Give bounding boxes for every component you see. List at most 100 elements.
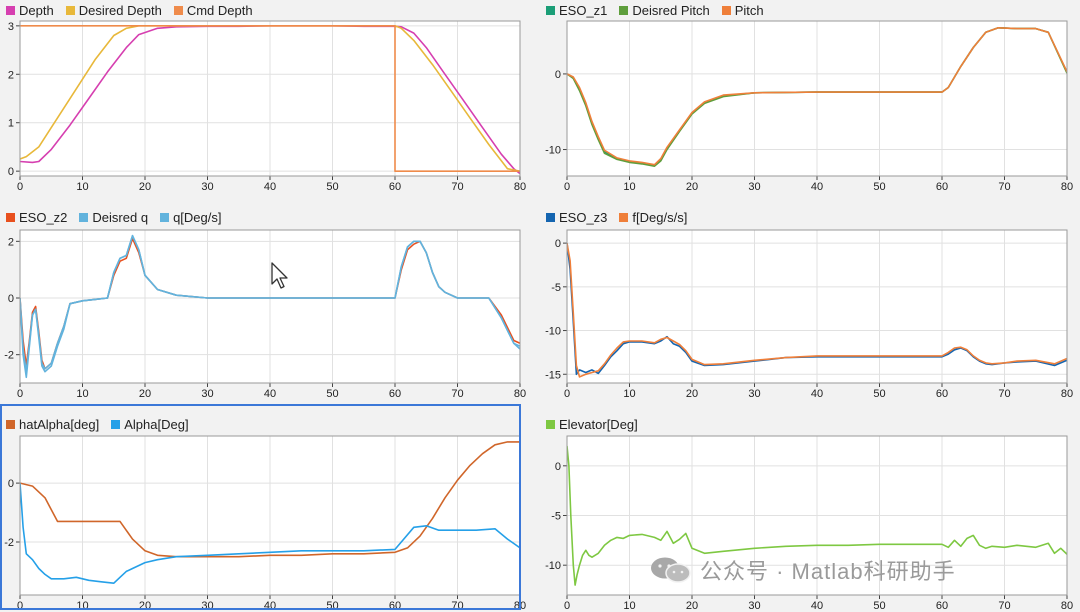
legend-item: ESO_z3 xyxy=(546,210,607,225)
legend-item: ESO_z2 xyxy=(6,210,67,225)
legend-item: ESO_z1 xyxy=(546,3,607,18)
x-tick-label: 20 xyxy=(139,181,151,193)
x-tick-label: 80 xyxy=(514,181,526,193)
depth-chart-legend: Depth Desired Depth Cmd Depth xyxy=(6,0,253,20)
series-group xyxy=(567,445,1067,586)
x-tick-label: 30 xyxy=(201,600,213,612)
pitch-chart-panel: ESO_z1 Deisred Pitch Pitch 0 10 20 30 40 50 60 70… xyxy=(540,0,1080,200)
x-tick-label: 20 xyxy=(686,388,698,400)
plot-frame xyxy=(19,20,521,177)
x-tick-label: 30 xyxy=(748,600,760,612)
legend-swatch xyxy=(546,5,555,15)
y-tick-label: -10 xyxy=(545,145,561,157)
y-tick-label: -10 xyxy=(545,326,561,338)
plot-frame xyxy=(566,20,1068,177)
legend-item: q[Deg/s] xyxy=(160,210,221,225)
x-tick-label: 20 xyxy=(686,181,698,193)
series-group xyxy=(20,441,520,584)
legend-label: f[Deg/s/s] xyxy=(632,209,688,225)
pitch-chart-legend: ESO_z1 Deisred Pitch Pitch xyxy=(546,0,764,20)
y-tick-label: -10 xyxy=(545,560,561,572)
x-tick-label: 80 xyxy=(1061,388,1073,400)
x-tick-label: 80 xyxy=(514,600,526,612)
legend-swatch xyxy=(6,5,15,15)
x-tick-label: 0 xyxy=(17,181,23,193)
legend-label: Cmd Depth xyxy=(186,2,253,18)
x-tick-label: 30 xyxy=(201,388,213,400)
x-tick-label: 70 xyxy=(998,600,1010,612)
alpha-chart-panel[interactable]: hatAlpha[deg] Alpha[Deg] 0 10 20 30 40 50 60 70 8… xyxy=(0,414,530,612)
plot-frame xyxy=(566,229,1068,384)
x-tick-label: 0 xyxy=(564,181,570,193)
legend-swatch xyxy=(65,5,75,15)
x-tick-label: 50 xyxy=(873,388,885,400)
elevator-chart-panel: Elevator[Deg] 0 10 20 30 40 50 60 70 80 0 -5 -10 xyxy=(540,414,1080,612)
f-chart-legend: ESO_z3 f[Deg/s/s] xyxy=(546,207,687,227)
legend-item: hatAlpha[deg] xyxy=(6,417,99,432)
x-tick-label: 0 xyxy=(17,600,23,612)
x-tick-label: 60 xyxy=(389,388,401,400)
x-tick-label: 10 xyxy=(76,388,88,400)
y-tick-label: -15 xyxy=(545,369,561,381)
legend-swatch xyxy=(6,419,15,429)
x-tick-label: 60 xyxy=(936,388,948,400)
f-chart-svg: 0 10 20 30 40 50 60 70 80 0 -5 -10 -15 xyxy=(545,229,1073,400)
legend-swatch xyxy=(6,212,15,222)
y-tick-label: 0 xyxy=(555,461,561,473)
y-tick-label: 0 xyxy=(555,69,561,81)
alpha-chart-svg: 0 10 20 30 40 50 60 70 80 0 -2 xyxy=(4,435,526,612)
legend-item: Elevator[Deg] xyxy=(546,417,638,432)
series-line xyxy=(567,242,1067,378)
x-tick-label: 70 xyxy=(451,388,463,400)
legend-label: Deisred Pitch xyxy=(632,2,710,18)
x-tick-label: 0 xyxy=(17,388,23,400)
pitch-chart-svg: 0 10 20 30 40 50 60 70 80 0 -10 xyxy=(545,20,1073,193)
legend-swatch xyxy=(160,212,170,222)
legend-swatch xyxy=(721,5,731,15)
legend-label: Desired Depth xyxy=(78,2,162,18)
x-tick-label: 20 xyxy=(139,600,151,612)
legend-label: hatAlpha[deg] xyxy=(19,416,100,432)
x-tick-label: 40 xyxy=(811,181,823,193)
series-line xyxy=(20,483,520,584)
x-tick-label: 50 xyxy=(326,181,338,193)
series-line xyxy=(20,24,520,172)
legend-label: Deisred q xyxy=(92,209,149,225)
y-tick-label: -5 xyxy=(551,282,561,294)
y-tick-label: -2 xyxy=(4,537,14,549)
series-group xyxy=(567,242,1067,378)
x-tick-label: 50 xyxy=(873,181,885,193)
legend-swatch xyxy=(111,419,121,429)
legend-item: Alpha[Deg] xyxy=(111,417,189,432)
legend-item: Desired Depth xyxy=(65,2,162,18)
legend-label: ESO_z3 xyxy=(559,209,608,225)
x-tick-label: 70 xyxy=(451,600,463,612)
watermark-text: 公众号 · Matlab科研助手 xyxy=(700,559,956,584)
depth-chart-svg: 0 10 20 30 40 50 60 70 80 0 1 2 3 xyxy=(8,20,526,193)
x-tick-label: 50 xyxy=(326,600,338,612)
wechat-icon xyxy=(651,557,691,583)
legend-item: f[Deg/s/s] xyxy=(619,210,687,225)
legend-swatch xyxy=(619,212,629,222)
x-tick-label: 80 xyxy=(514,388,526,400)
y-tick-label: 1 xyxy=(8,118,14,130)
elevator-chart-svg: 0 10 20 30 40 50 60 70 80 0 -5 -10 xyxy=(545,435,1073,612)
y-tick-label: 0 xyxy=(555,238,561,250)
mouse-pointer-icon xyxy=(271,262,288,289)
y-tick-label: 0 xyxy=(8,166,14,178)
x-tick-label: 50 xyxy=(326,388,338,400)
x-tick-label: 10 xyxy=(76,181,88,193)
x-tick-label: 40 xyxy=(264,181,276,193)
x-tick-label: 60 xyxy=(936,181,948,193)
x-tick-label: 40 xyxy=(264,600,276,612)
legend-swatch xyxy=(79,212,89,222)
legend-item: Deisred Pitch xyxy=(619,2,710,18)
x-tick-label: 20 xyxy=(139,388,151,400)
legend-swatch xyxy=(619,5,629,15)
legend-swatch xyxy=(173,5,183,15)
elevator-chart-legend: Elevator[Deg] xyxy=(546,414,638,434)
y-tick-label: 3 xyxy=(8,21,14,33)
series-line xyxy=(20,234,520,373)
f-chart-panel: ESO_z3 f[Deg/s/s] 0 10 20 30 40 50 60 70 80 0 -5 -10… xyxy=(540,207,1080,405)
x-tick-label: 0 xyxy=(564,388,570,400)
